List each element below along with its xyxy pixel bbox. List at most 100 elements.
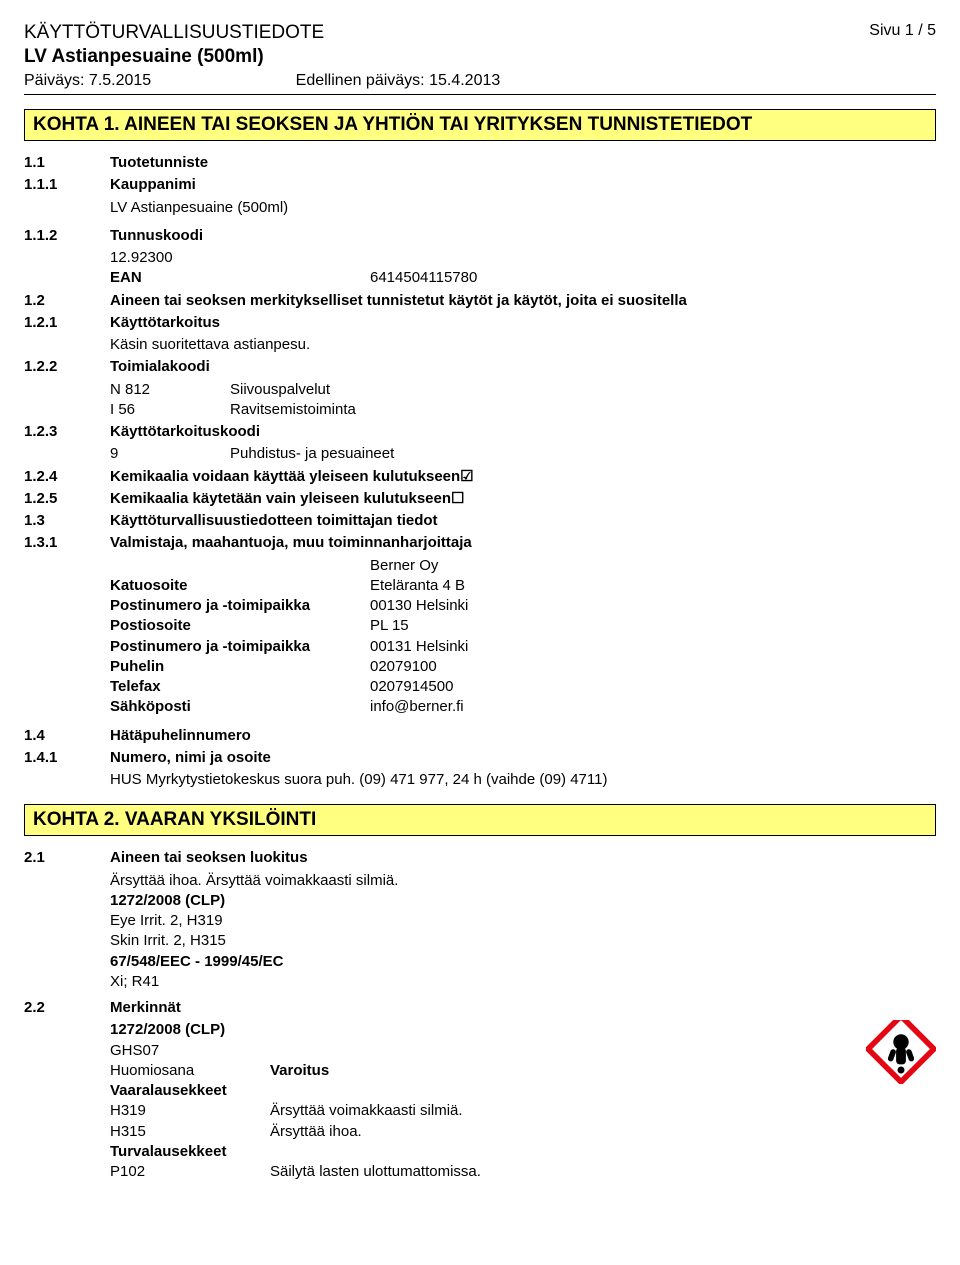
ec-label: 67/548/EEC - 1999/45/EC [110, 952, 936, 972]
label-1-2-5: Kemikaalia käytetään vain yleiseen kulut… [110, 489, 464, 509]
kv-key: Katuosoite [110, 576, 370, 596]
num-1-1: 1.1 [24, 153, 110, 173]
label-uses: Aineen tai seoksen merkitykselliset tunn… [110, 291, 687, 311]
label-hatapuh: Hätäpuhelinnumero [110, 726, 370, 746]
date-line: Päiväys: 7.5.2015 Edellinen päiväys: 15.… [24, 72, 936, 90]
kv-key: N 812 [110, 380, 230, 400]
prev-date-value: 15.4.2013 [429, 72, 500, 89]
text-line: Eye Irrit. 2, H319 [110, 911, 936, 931]
kv-key: Sähköposti [110, 697, 370, 717]
kv-key: Postinumero ja -toimipaikka [110, 637, 370, 657]
kv-value: Siivouspalvelut [230, 380, 936, 400]
kv-key: Puhelin [110, 657, 370, 677]
kv-row: I 56Ravitsemistoiminta [110, 400, 936, 420]
section-1-title: KOHTA 1. AINEEN TAI SEOKSEN JA YHTIÖN TA… [24, 109, 936, 141]
prev-date-label: Edellinen päiväys: [296, 72, 425, 89]
label-kayttotarkoitus: Käyttötarkoitus [110, 313, 370, 333]
kv-value: Ärsyttää ihoa. [270, 1122, 936, 1142]
date-value: 7.5.2015 [89, 72, 151, 89]
page-number: Sivu 1 / 5 [869, 22, 936, 44]
value-hatapuh: HUS Myrkytystietokeskus suora puh. (09) … [110, 770, 936, 790]
num-1-3-1: 1.3.1 [24, 533, 110, 553]
date-label: Päiväys: [24, 72, 84, 89]
company-name: Berner Oy [370, 556, 936, 576]
clp-label-2: 1272/2008 (CLP) [110, 1020, 936, 1040]
num-1-2-5: 1.2.5 [24, 489, 110, 509]
kv-row: N 812Siivouspalvelut [110, 380, 936, 400]
kv-key: Postinumero ja -toimipaikka [110, 596, 370, 616]
pstmt-label: Turvalausekkeet [110, 1142, 936, 1162]
checkbox-unchecked-icon: ☐ [451, 490, 464, 507]
header-rule [24, 94, 936, 95]
ean-value: 6414504115780 [370, 268, 936, 288]
num-2-2: 2.2 [24, 998, 110, 1018]
kv-row: Sähköpostiinfo@berner.fi [110, 697, 936, 717]
num-1-1-1: 1.1.1 [24, 175, 110, 195]
num-1-4: 1.4 [24, 726, 110, 746]
num-1-2-2: 1.2.2 [24, 357, 110, 377]
num-1-2-3: 1.2.3 [24, 422, 110, 442]
product-name: LV Astianpesuaine (500ml) [24, 46, 936, 68]
signal-label: Huomiosana [110, 1061, 270, 1081]
kv-key: I 56 [110, 400, 230, 420]
kv-row: KatuosoiteEteläranta 4 B [110, 576, 936, 596]
value-kauppanimi: LV Astianpesuaine (500ml) [110, 198, 936, 218]
label-tunnuskoodi: Tunnuskoodi [110, 226, 370, 246]
kv-row: Puhelin02079100 [110, 657, 936, 677]
kv-key: H319 [110, 1101, 270, 1121]
kv-key: Telefax [110, 677, 370, 697]
label-tuotetunniste: Tuotetunniste [110, 153, 370, 173]
kv-row: Postinumero ja -toimipaikka00131 Helsink… [110, 637, 936, 657]
num-1-1-2: 1.1.2 [24, 226, 110, 246]
ghs07-pictogram-icon [866, 1020, 936, 1084]
label-numero: Numero, nimi ja osoite [110, 748, 271, 768]
kv-row: PostiosoitePL 15 [110, 616, 936, 636]
kv-row: 9Puhdistus- ja pesuaineet [110, 444, 936, 464]
label-toimittaja: Käyttöturvallisuustiedotteen toimittajan… [110, 511, 438, 531]
clp-label: 1272/2008 (CLP) [110, 891, 936, 911]
kv-value: 00130 Helsinki [370, 596, 936, 616]
label-kayttotarkoituskoodi: Käyttötarkoituskoodi [110, 422, 370, 442]
label-1-2-4: Kemikaalia voidaan käyttää yleiseen kulu… [110, 467, 474, 487]
num-2-1: 2.1 [24, 848, 110, 868]
signal-word: Varoitus [270, 1061, 866, 1081]
kv-row: H319Ärsyttää voimakkaasti silmiä. [110, 1101, 936, 1121]
kv-row: H315Ärsyttää ihoa. [110, 1122, 936, 1142]
label-toimialakoodi: Toimialakoodi [110, 357, 370, 377]
num-1-2: 1.2 [24, 291, 110, 311]
hstmt-label: Vaaralausekkeet [110, 1081, 936, 1101]
kv-value: Eteläranta 4 B [370, 576, 936, 596]
num-1-3: 1.3 [24, 511, 110, 531]
ghs-code: GHS07 [110, 1041, 936, 1061]
label-luokitus: Aineen tai seoksen luokitus [110, 848, 308, 868]
kv-row: Telefax0207914500 [110, 677, 936, 697]
kv-row: Postinumero ja -toimipaikka00130 Helsink… [110, 596, 936, 616]
kv-value: 02079100 [370, 657, 936, 677]
text-line: Xi; R41 [110, 972, 936, 992]
doc-type: KÄYTTÖTURVALLISUUSTIEDOTE [24, 22, 324, 44]
label-valmistaja: Valmistaja, maahantuoja, muu toiminnanha… [110, 533, 472, 553]
num-1-2-4: 1.2.4 [24, 467, 110, 487]
luokitus-text: Ärsyttää ihoa. Ärsyttää voimakkaasti sil… [110, 871, 936, 891]
kv-key: 9 [110, 444, 230, 464]
kv-key: H315 [110, 1122, 270, 1142]
kv-value: info@berner.fi [370, 697, 936, 717]
num-1-2-1: 1.2.1 [24, 313, 110, 333]
label-kauppanimi: Kauppanimi [110, 175, 370, 195]
text-line: Skin Irrit. 2, H315 [110, 931, 936, 951]
kv-value: Puhdistus- ja pesuaineet [230, 444, 936, 464]
section-2-title: KOHTA 2. VAARAN YKSILÖINTI [24, 804, 936, 836]
kv-row: P102Säilytä lasten ulottumattomissa. [110, 1162, 936, 1182]
ean-label: EAN [110, 268, 370, 288]
value-kayttotarkoitus: Käsin suoritettava astianpesu. [110, 335, 936, 355]
num-1-4-1: 1.4.1 [24, 748, 110, 768]
kv-key: P102 [110, 1162, 270, 1182]
kv-value: 00131 Helsinki [370, 637, 936, 657]
label-merkinnat: Merkinnät [110, 998, 181, 1018]
kv-value: 0207914500 [370, 677, 936, 697]
kv-value: Ravitsemistoiminta [230, 400, 936, 420]
kv-value: Ärsyttää voimakkaasti silmiä. [270, 1101, 936, 1121]
value-tunnuskoodi: 12.92300 [110, 248, 936, 268]
kv-key: Postiosoite [110, 616, 370, 636]
kv-value: Säilytä lasten ulottumattomissa. [270, 1162, 936, 1182]
